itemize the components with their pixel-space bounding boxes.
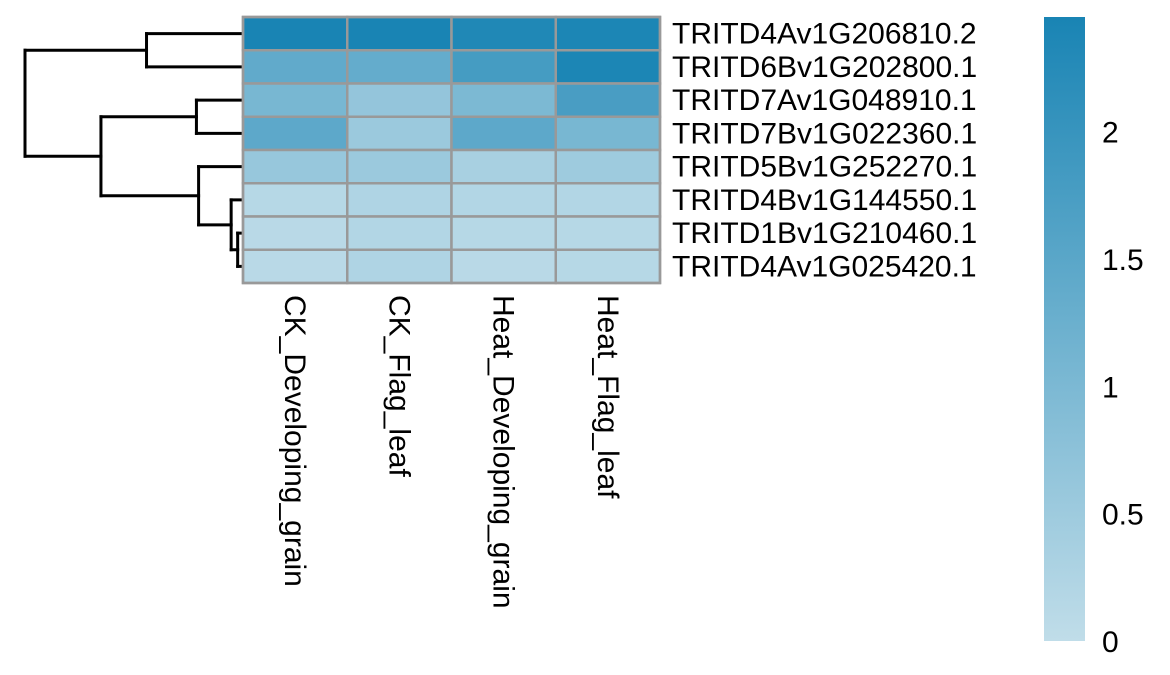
heatmap-cell xyxy=(554,182,662,218)
row-labels: TRITD4Av1G206810.2TRITD6Bv1G202800.1TRIT… xyxy=(672,18,977,284)
heatmap-cell xyxy=(241,215,349,251)
row-label: TRITD4Bv1G144550.1 xyxy=(672,184,977,217)
heatmap-frame xyxy=(241,15,662,285)
legend-tick-label: 1 xyxy=(1102,371,1119,404)
row-label: TRITD1Bv1G210460.1 xyxy=(672,217,977,250)
heatmap-cell xyxy=(450,148,557,185)
heatmap-cell xyxy=(346,182,453,218)
heatmap-cell xyxy=(346,115,453,152)
heatmap-cell xyxy=(346,49,453,85)
legend-tick-label: 0 xyxy=(1102,626,1119,659)
heatmap-cell xyxy=(554,148,662,185)
color-legend: 0 0.5 1 1.5 2 xyxy=(1044,17,1144,659)
heatmap-cell xyxy=(554,115,662,152)
legend-tick-label: 1.5 xyxy=(1102,244,1144,277)
heatmap-cell xyxy=(450,182,557,218)
row-label: TRITD7Bv1G022360.1 xyxy=(672,117,977,150)
heatmap-cell xyxy=(346,148,453,185)
heatmap-cell xyxy=(241,15,349,52)
heatmap-cell xyxy=(241,182,349,218)
row-dendrogram xyxy=(23,32,244,268)
heatmap-cell xyxy=(554,15,662,52)
heatmap-cell xyxy=(450,49,557,85)
heatmap-cell xyxy=(241,248,349,285)
heatmap-cells xyxy=(241,15,662,285)
row-label: TRITD4Av1G025420.1 xyxy=(672,250,977,283)
row-label: TRITD4Av1G206810.2 xyxy=(672,18,977,51)
row-label: TRITD5Bv1G252270.1 xyxy=(672,151,977,184)
heatmap-cell xyxy=(241,49,349,85)
heatmap-cell xyxy=(450,248,557,285)
heatmap-cell xyxy=(346,248,453,285)
column-label: CK_Developing_grain xyxy=(278,295,311,587)
legend-tick-label: 2 xyxy=(1102,117,1119,150)
heatmap-cell xyxy=(346,82,453,118)
heatmap-cell xyxy=(346,215,453,251)
column-label: Heat_Flag_leaf xyxy=(591,295,624,499)
row-label: TRITD7Av1G048910.1 xyxy=(672,84,977,117)
column-label: CK_Flag_leaf xyxy=(382,295,415,477)
heatmap-cell xyxy=(450,215,557,251)
heatmap-cell xyxy=(554,49,662,85)
heatmap-cell xyxy=(450,15,557,52)
heatmap-cell xyxy=(241,148,349,185)
column-labels: CK_Developing_grain CK_Flag_leaf Heat_Deve… xyxy=(278,295,624,609)
row-label: TRITD6Bv1G202800.1 xyxy=(672,51,977,84)
heatmap-cell xyxy=(241,82,349,118)
legend-tick-label: 0.5 xyxy=(1102,499,1144,532)
heatmap-cell xyxy=(241,115,349,152)
heatmap-cell xyxy=(346,15,453,52)
legend-color-bar xyxy=(1044,17,1085,641)
column-label: Heat_Developing_grain xyxy=(487,295,520,609)
heatmap-cell xyxy=(554,215,662,251)
heatmap-cell xyxy=(450,82,557,118)
heatmap-cell xyxy=(554,82,662,118)
heatmap-cell xyxy=(554,248,662,285)
heatmap-cell xyxy=(450,115,557,152)
